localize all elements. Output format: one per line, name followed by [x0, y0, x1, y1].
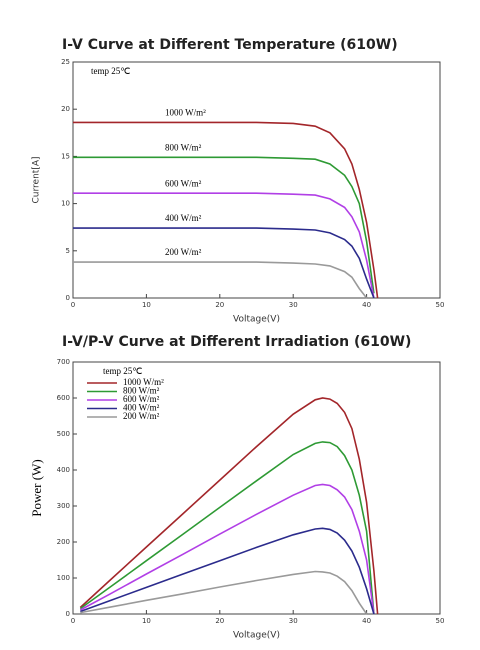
x-tick-label: 40: [362, 301, 371, 309]
x-tick-label: 30: [289, 301, 298, 309]
series-line: [73, 261, 368, 299]
x-tick-label: 40: [362, 617, 371, 625]
legend-label: 400 W/m²: [123, 403, 160, 413]
plot-frame: [72, 361, 441, 615]
y-tick-label: 0: [66, 294, 70, 302]
x-axis-label: Voltage(V): [233, 631, 280, 641]
annotation: temp 25℃: [103, 366, 142, 376]
series-line: [79, 483, 375, 615]
x-tick-label: 10: [142, 301, 151, 309]
y-tick-label: 15: [61, 152, 70, 160]
chart-title: I-V Curve at Different Temperature (610W…: [62, 37, 398, 53]
y-tick-label: 200: [57, 538, 70, 546]
y-tick-label: 20: [61, 105, 70, 113]
y-tick-label: 600: [57, 394, 70, 402]
series-label: 200 W/m²: [165, 247, 202, 257]
series-line: [79, 397, 379, 615]
plot-frame: [72, 61, 441, 299]
y-tick-label: 0: [66, 610, 70, 618]
series-line: [73, 192, 375, 299]
series-line: [80, 527, 375, 615]
x-tick-label: 10: [142, 617, 151, 625]
x-axis-label: Voltage(V): [233, 315, 280, 325]
chart-title: I-V/P-V Curve at Different Irradiation (…: [62, 334, 411, 350]
x-tick-label: 50: [436, 301, 445, 309]
series-line: [73, 156, 375, 294]
legend-label: 1000 W/m²: [123, 377, 164, 387]
y-tick-label: 5: [66, 247, 70, 255]
y-axis-label: Current[A]: [32, 157, 42, 204]
x-tick-label: 30: [289, 617, 298, 625]
x-tick-label: 50: [436, 617, 445, 625]
x-tick-label: 0: [71, 617, 75, 625]
series-label: 400 W/m²: [165, 213, 202, 223]
legend-label: 200 W/m²: [123, 411, 160, 421]
y-tick-label: 100: [57, 574, 70, 582]
x-tick-label: 0: [71, 301, 75, 309]
y-tick-label: 700: [57, 358, 70, 366]
series-line: [73, 121, 379, 299]
y-tick-label: 500: [57, 430, 70, 438]
series-label: 600 W/m²: [165, 178, 202, 188]
series-line: [79, 441, 375, 615]
x-tick-label: 20: [215, 617, 224, 625]
series-label: 800 W/m²: [165, 142, 202, 152]
legend-label: 600 W/m²: [123, 394, 160, 404]
annotation: temp 25℃: [91, 66, 130, 76]
y-axis-label: Power (W): [29, 459, 44, 516]
y-tick-label: 400: [57, 466, 70, 474]
x-tick-label: 20: [215, 301, 224, 309]
y-tick-label: 300: [57, 502, 70, 510]
series-line: [73, 227, 375, 299]
series-line: [80, 570, 368, 615]
legend-label: 800 W/m²: [123, 386, 160, 396]
y-tick-label: 25: [61, 58, 70, 66]
y-tick-label: 10: [61, 200, 70, 208]
series-label: 1000 W/m²: [165, 107, 206, 117]
